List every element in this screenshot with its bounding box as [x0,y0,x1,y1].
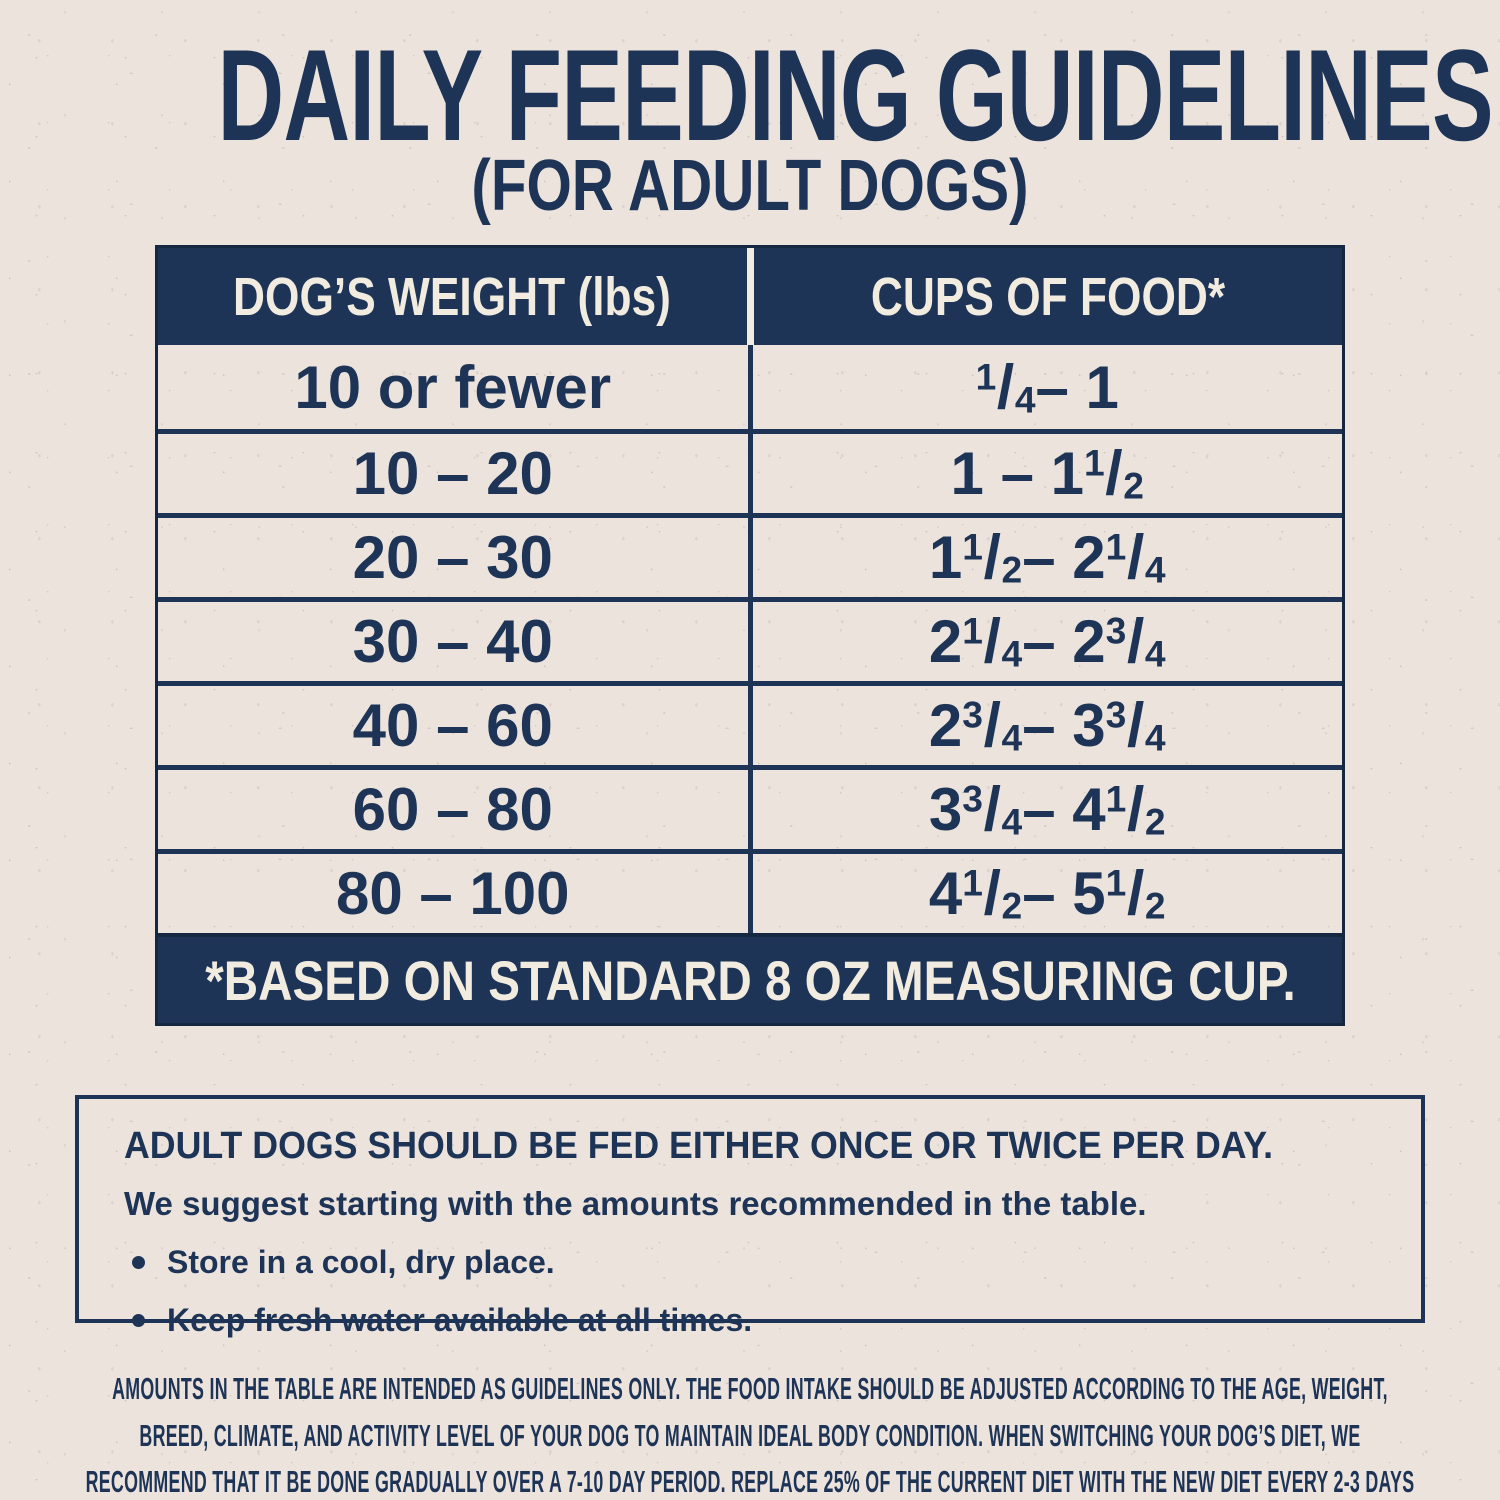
disclaimer-text: AMOUNTS IN THE TABLE ARE INTENDED AS GUI… [85,1371,1415,1499]
table-row: 40 – 60 2 3/4 – 3 3/4 [158,681,1342,765]
fraction: 1/2 [962,859,1023,928]
footnote-label: *BASED ON STANDARD 8 OZ MEASURING CUP. [204,948,1296,1012]
info-subheading: We suggest starting with the amounts rec… [124,1185,1147,1222]
bullet-dot-icon [132,1314,145,1327]
info-heading: ADULT DOGS SHOULD BE FED EITHER ONCE OR … [124,1125,1274,1167]
header-cups-of-food-label: CUPS OF FOOD* [870,266,1225,327]
fraction: 1/2 [962,523,1023,592]
bullet-item-water: Keep fresh water available at all times. [124,1302,1381,1339]
feeding-table-footnote: *BASED ON STANDARD 8 OZ MEASURING CUP. [158,933,1342,1023]
header-dogs-weight: DOG’S WEIGHT (lbs) [158,248,747,345]
feeding-table-header: DOG’S WEIGHT (lbs) CUPS OF FOOD* [158,248,1342,345]
page-subtitle: (FOR ADULT DOGS) [471,146,1029,226]
bullet-text: Keep fresh water available at all times. [167,1302,753,1338]
page-title: DAILY FEEDING GUIDELINES [217,22,1494,168]
bullet-dot-icon [132,1256,145,1269]
fraction: 1/2 [1084,439,1144,508]
feeding-table: DOG’S WEIGHT (lbs) CUPS OF FOOD* 10 or f… [155,245,1345,1026]
weight-cell: 10 – 20 [352,440,553,507]
weight-cell: 80 – 100 [335,860,570,927]
fraction: 1/4 [975,352,1036,422]
feeding-table-body: 10 or fewer 1/4 – 1 10 – 20 1 – 1 1/2 20 – 3… [158,345,1342,933]
fraction: 3/4 [1105,691,1166,760]
cups-cell: 1/4 – 1 [747,345,1343,429]
table-row: 10 or fewer 1/4 – 1 [158,345,1342,429]
weight-cell: 20 – 30 [352,524,553,591]
table-row: 10 – 20 1 – 1 1/2 [158,429,1342,513]
header-dogs-weight-label: DOG’S WEIGHT (lbs) [233,266,672,327]
table-row: 80 – 100 4 1/2 – 5 1/2 [158,849,1342,933]
cups-cell: 2 1/4 – 2 3/4 [747,602,1343,681]
table-row: 60 – 80 3 3/4 – 4 1/2 [158,765,1342,849]
fraction: 1/2 [1105,859,1166,928]
bullet-text: Store in a cool, dry place. [167,1244,555,1280]
weight-cell: 10 or fewer [294,353,612,421]
feeding-info-box: ADULT DOGS SHOULD BE FED EITHER ONCE OR … [75,1095,1425,1338]
fraction: 1/2 [1105,775,1166,844]
table-row: 30 – 40 2 1/4 – 2 3/4 [158,597,1342,681]
table-row: 20 – 30 1 1/2 – 2 1/4 [158,513,1342,597]
weight-cell: 60 – 80 [352,776,553,843]
weight-cell: 40 – 60 [352,692,553,759]
fraction: 3/4 [962,691,1023,760]
bullet-item-storage: Store in a cool, dry place. [124,1244,1381,1281]
cups-cell: 3 3/4 – 4 1/2 [747,770,1343,849]
cups-cell: 4 1/2 – 5 1/2 [747,854,1343,933]
cups-cell: 1 1/2 – 2 1/4 [747,518,1343,597]
fraction: 1/4 [962,607,1023,676]
fraction: 3/4 [962,775,1023,844]
cups-cell: 2 3/4 – 3 3/4 [747,686,1343,765]
header-cups-of-food: CUPS OF FOOD* [753,248,1342,345]
fraction: 3/4 [1105,607,1166,676]
weight-cell: 30 – 40 [352,608,553,675]
fraction: 1/4 [1105,523,1166,592]
cups-cell: 1 – 1 1/2 [747,434,1343,513]
